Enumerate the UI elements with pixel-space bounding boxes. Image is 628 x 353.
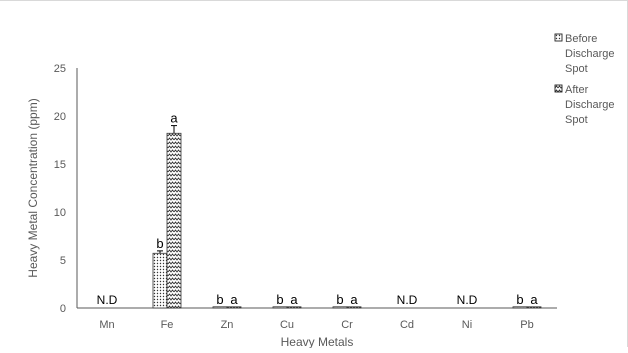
y-tick-label: 20: [54, 111, 66, 123]
x-tick-label: Cd: [400, 319, 414, 331]
legend-swatch: [554, 84, 563, 93]
y-tick-label: 15: [54, 159, 66, 171]
y-axis-title: Heavy Metal Concentration (ppm): [26, 98, 40, 277]
y-tick-label: 0: [60, 303, 66, 315]
bar-before: [152, 252, 168, 309]
x-axis-title: Heavy Metals: [281, 335, 354, 348]
legend-text: Before: [565, 33, 597, 45]
significance-label: a: [350, 292, 358, 307]
significance-label: b: [156, 236, 163, 251]
bar-before: [212, 306, 228, 309]
legend-swatch: [554, 33, 563, 42]
legend-text: Spot: [565, 114, 588, 126]
significance-label: a: [530, 292, 538, 307]
not-detected-label: N.D: [97, 293, 118, 307]
legend-text: Discharge: [565, 99, 615, 111]
x-tick-label: Fe: [161, 319, 174, 331]
y-tick-label: 10: [54, 207, 66, 219]
bar-before: [332, 306, 348, 309]
bar-after: [226, 306, 242, 309]
x-tick-label: Zn: [221, 319, 234, 331]
x-tick-label: Ni: [462, 319, 472, 331]
bar-after: [166, 132, 182, 309]
x-tick-label: Cu: [280, 319, 294, 331]
significance-label: a: [230, 292, 238, 307]
bar-after: [346, 306, 362, 309]
not-detected-label: N.D: [457, 293, 478, 307]
axes: 0 5 10 15 20 25 Mn Fe Zn Cu Cr Cd Ni Pb Heavy Metals He…: [26, 63, 557, 349]
x-tick-label: Pb: [520, 319, 533, 331]
legend: Before Discharge Spot After Discharge Spot: [554, 33, 615, 126]
legend-text: Discharge: [565, 48, 615, 60]
bar-before: [272, 306, 288, 309]
legend-text: Spot: [565, 63, 588, 75]
significance-label: b: [216, 292, 223, 307]
not-detected-label: N.D: [397, 293, 418, 307]
bar-before: [512, 306, 528, 309]
y-tick-label: 25: [54, 63, 66, 75]
x-tick-label: Mn: [99, 319, 114, 331]
y-tick-label: 5: [60, 255, 66, 267]
significance-label: b: [516, 292, 523, 307]
bar-after: [526, 306, 542, 309]
bars: [152, 125, 542, 309]
significance-label: a: [170, 111, 178, 126]
significance-label: b: [276, 292, 283, 307]
significance-label: b: [336, 292, 343, 307]
legend-text: After: [565, 84, 589, 96]
x-tick-label: Cr: [341, 319, 353, 331]
bar-after: [286, 306, 302, 309]
significance-label: a: [290, 292, 298, 307]
